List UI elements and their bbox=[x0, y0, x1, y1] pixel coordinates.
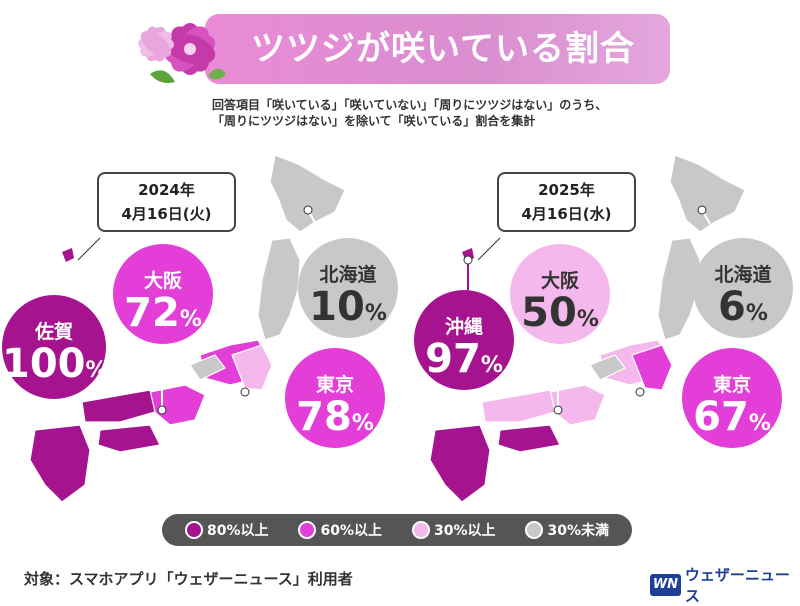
legend-item-60: 60%以上 bbox=[298, 520, 382, 540]
title-banner bbox=[205, 14, 670, 84]
color-legend: 80%以上 60%以上 30%以上 30%未満 bbox=[162, 514, 632, 546]
survey-note-line2: 「周りにツツジはない」を除いて「咲いている」割合を集計 bbox=[212, 114, 536, 128]
legend-label: 80%以上 bbox=[206, 523, 269, 539]
callout-name: 東京 bbox=[712, 374, 751, 396]
legend-swatch bbox=[525, 521, 544, 539]
legend-label: 60%以上 bbox=[320, 523, 382, 539]
kyushu-region bbox=[429, 424, 491, 503]
chugoku-region bbox=[481, 389, 556, 423]
weathernews-logo-icon: WN bbox=[650, 574, 681, 596]
legend-item-80: 80%以上 bbox=[184, 520, 269, 540]
callout-name: 北海道 bbox=[714, 264, 772, 286]
legend-label: 30%以上 bbox=[433, 523, 496, 539]
shikoku-region bbox=[497, 424, 561, 453]
callout-2024-saga: 佐賀 100% bbox=[2, 295, 108, 399]
callout-value: 72% bbox=[124, 290, 202, 336]
date-day-2024: 4月16日(火) bbox=[121, 205, 212, 223]
legend-swatch bbox=[184, 521, 203, 539]
kanto-region bbox=[231, 344, 273, 391]
callout-name: 佐賀 bbox=[34, 321, 73, 343]
shikoku-region bbox=[97, 424, 161, 453]
chugoku-region bbox=[81, 389, 156, 423]
callout-value: 78% bbox=[296, 394, 374, 440]
kyushu-region bbox=[29, 424, 91, 503]
survey-note-line1: 回答項目「咲いている」「咲いていない」「周りにツツジはない」のうち、 bbox=[212, 98, 608, 112]
kanto-region bbox=[631, 344, 673, 391]
callout-value: 10% bbox=[309, 284, 387, 330]
callout-2024-hokkaido: 北海道 10% bbox=[298, 238, 398, 338]
callout-value: 67% bbox=[693, 394, 771, 440]
callout-value: 97% bbox=[425, 336, 503, 382]
hokkaido-region bbox=[269, 154, 346, 233]
hokkaido-region bbox=[669, 154, 746, 233]
callout-2025-tokyo: 東京 67% bbox=[682, 348, 782, 448]
legend-label: 30%未満 bbox=[547, 523, 609, 539]
kinki-region bbox=[149, 384, 206, 426]
callout-name: 沖縄 bbox=[444, 316, 483, 338]
date-day-2025: 4月16日(水) bbox=[521, 205, 612, 223]
callout-value: 100% bbox=[2, 341, 108, 387]
date-year-2024: 2024年 bbox=[138, 181, 195, 199]
callout-name: 東京 bbox=[315, 374, 354, 396]
date-box-2025: 2025年 4月16日(水) bbox=[497, 172, 636, 232]
callout-name: 大阪 bbox=[143, 270, 182, 292]
legend-swatch bbox=[411, 521, 430, 539]
okinawa-region bbox=[62, 248, 74, 262]
hokuriku-region bbox=[189, 354, 226, 381]
callout-value: 50% bbox=[521, 290, 599, 336]
weathernews-brand: WN ウェザーニュース bbox=[650, 564, 800, 606]
date-box-2024: 2024年 4月16日(火) bbox=[97, 172, 236, 232]
hokuriku-region bbox=[589, 354, 626, 381]
callout-name: 北海道 bbox=[319, 264, 377, 286]
azalea-flower-illustration bbox=[138, 23, 226, 83]
callout-name: 大阪 bbox=[540, 270, 579, 292]
callout-2025-hokkaido: 北海道 6% bbox=[693, 238, 793, 338]
japan-map-2024 bbox=[29, 154, 346, 503]
legend-item-30: 30%以上 bbox=[411, 520, 496, 540]
page-title: ツツジが咲いている割合 bbox=[251, 29, 635, 69]
legend-swatch bbox=[298, 521, 317, 539]
tohoku-region bbox=[657, 237, 701, 341]
survey-target-note: 対象：スマホアプリ「ウェザーニュース」利用者 bbox=[24, 570, 353, 588]
date-year-2025: 2025年 bbox=[538, 181, 595, 199]
callout-value: 6% bbox=[718, 284, 768, 330]
tohoku-region bbox=[257, 237, 301, 341]
callout-2024-osaka: 大阪 72% bbox=[113, 244, 213, 344]
legend-item-under30: 30%未満 bbox=[525, 520, 609, 540]
japan-map-2025 bbox=[429, 154, 746, 503]
callout-2025-osaka: 大阪 50% bbox=[510, 244, 610, 344]
callout-2025-okinawa: 沖縄 97% bbox=[414, 290, 514, 390]
callout-2024-tokyo: 東京 78% bbox=[285, 348, 385, 448]
